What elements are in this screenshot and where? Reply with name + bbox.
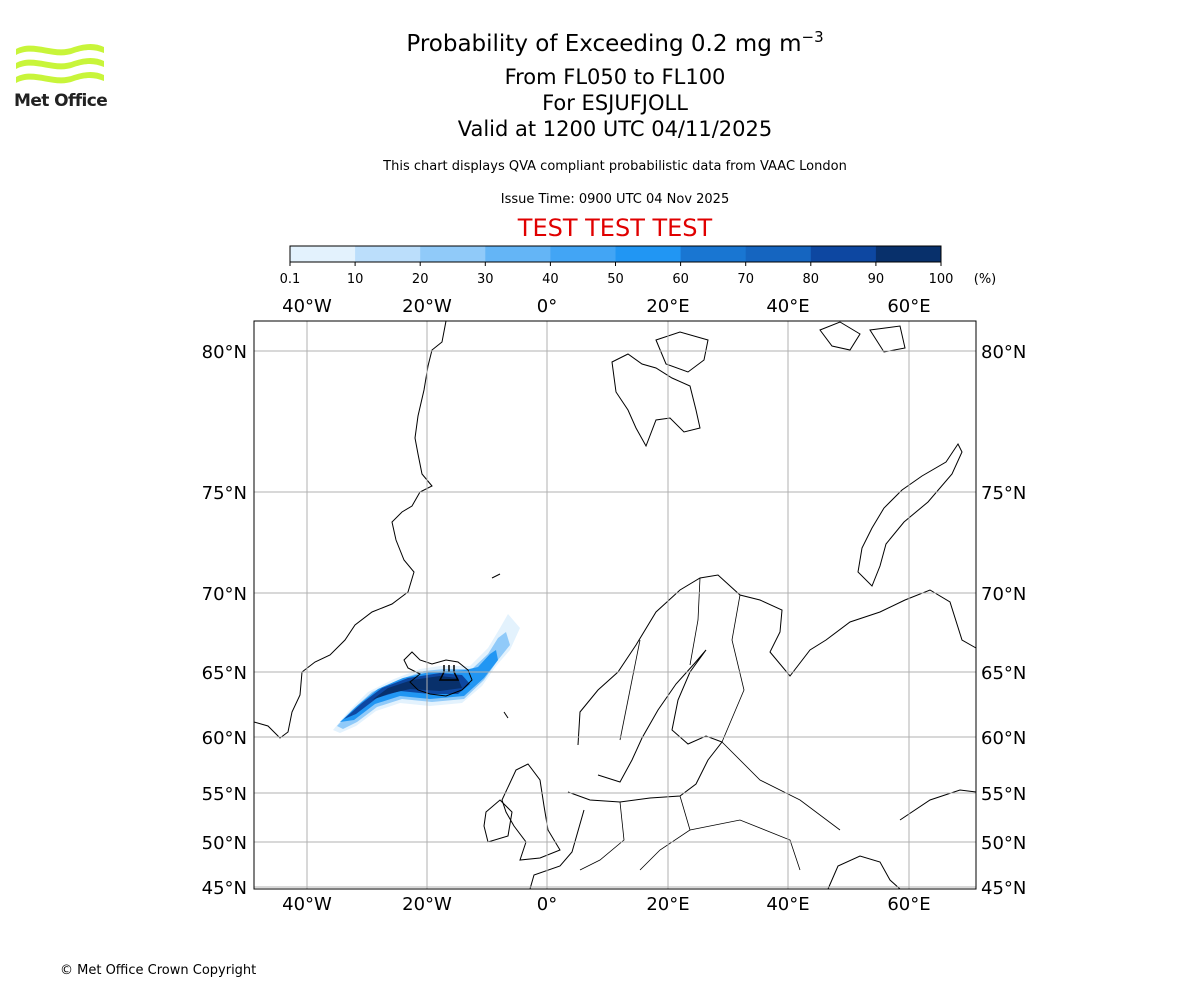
lon-label-top: 0°	[537, 296, 557, 317]
lon-label-top: 60°E	[887, 296, 930, 317]
lat-label-right: 55°N	[981, 784, 1026, 805]
franz-josef-islands	[819, 321, 906, 353]
copyright: © Met Office Crown Copyright	[60, 963, 257, 978]
met-office-logo-text: Met Office	[14, 91, 108, 111]
lon-label-bottom: 40°E	[766, 894, 809, 915]
colorbar-tick-label: 100	[929, 272, 954, 287]
scandinavia-russia-coast	[577, 574, 977, 746]
lat-label-left: 80°N	[202, 342, 247, 363]
volcano-marker-icon	[438, 665, 460, 681]
lon-label-bottom: 20°W	[402, 894, 452, 915]
lat-label-left: 55°N	[202, 784, 247, 805]
colorbar-segment	[615, 246, 682, 262]
country-borders	[579, 577, 841, 871]
colorbar-segment	[290, 246, 356, 262]
uk-coast	[501, 763, 561, 861]
novaya-zemlya-coast	[857, 443, 963, 587]
colorbar-segment	[355, 246, 421, 262]
faroe-islands	[503, 711, 509, 719]
colorbar-tick-label: 30	[477, 272, 494, 287]
colorbar-tick-label: 60	[672, 272, 689, 287]
colorbar-tick-label: 70	[737, 272, 754, 287]
plume-core-max	[372, 676, 462, 700]
volcano-name: For ESJUFJOLL	[542, 91, 688, 115]
test-banner: TEST TEST TEST	[517, 214, 713, 242]
svalbard-coast	[611, 353, 701, 448]
greenland-coast	[253, 320, 447, 739]
lon-label-top: 20°W	[402, 296, 452, 317]
title-superscript: −3	[801, 28, 824, 46]
baltic-coast	[567, 649, 723, 803]
colorbar-unit: (%)	[974, 272, 997, 287]
colorbar-segment	[420, 246, 486, 262]
flight-levels: From FL050 to FL100	[504, 65, 726, 89]
colorbar-segment	[745, 246, 812, 262]
lat-label-left: 45°N	[202, 878, 247, 899]
lon-label-bottom: 40°W	[282, 894, 332, 915]
lat-label-right: 70°N	[981, 584, 1026, 605]
data-note: This chart displays QVA compliant probab…	[383, 159, 847, 174]
lat-label-right: 45°N	[981, 878, 1026, 899]
lat-label-right: 50°N	[981, 833, 1026, 854]
graticule	[254, 321, 976, 889]
title-text: Probability of Exceeding 0.2 mg m	[406, 31, 802, 57]
axis-labels: 40°W 40°W 20°W 20°W 0° 0° 20°E 20°E 40°E 40°E 60°E…	[202, 296, 1027, 915]
colorbar: 0.1 10 20 30 40 50 60 70 80 90 100 (%)	[280, 245, 997, 287]
colorbar-segment	[875, 246, 942, 262]
colorbar-segment	[550, 246, 616, 262]
colorbar-tick-label: 0.1	[280, 272, 301, 287]
svalbard-east	[655, 331, 709, 373]
lat-label-left: 75°N	[202, 483, 247, 504]
lon-label-bottom: 20°E	[646, 894, 689, 915]
lat-label-right: 75°N	[981, 483, 1026, 504]
colorbar-segment	[810, 246, 877, 262]
colorbar-tick-label: 40	[542, 272, 559, 287]
lat-label-left: 50°N	[202, 833, 247, 854]
lon-label-top: 40°E	[766, 296, 809, 317]
lon-label-bottom: 0°	[537, 894, 557, 915]
colorbar-segment	[485, 246, 551, 262]
ireland-coast	[483, 799, 513, 843]
lat-label-right: 60°N	[981, 728, 1026, 749]
lat-label-left: 70°N	[202, 584, 247, 605]
coastlines	[253, 320, 977, 890]
map-frame	[253, 320, 977, 890]
black-sea-coast	[827, 855, 901, 890]
lat-label-right: 65°N	[981, 663, 1026, 684]
jan-mayen	[491, 573, 501, 579]
iceland-coast	[403, 651, 473, 697]
colorbar-tick-label: 90	[868, 272, 885, 287]
met-office-logo-waves	[16, 44, 104, 84]
colorbar-segment	[680, 246, 747, 262]
colorbar-tick-label: 20	[412, 272, 429, 287]
lon-label-top: 40°W	[282, 296, 332, 317]
europe-west-coast	[529, 809, 585, 890]
colorbar-tick-label: 50	[607, 272, 624, 287]
colorbar-tick-label: 10	[347, 272, 364, 287]
colorbar-tick-label: 80	[803, 272, 820, 287]
lon-label-bottom: 60°E	[887, 894, 930, 915]
valid-time: Valid at 1200 UTC 04/11/2025	[457, 117, 773, 141]
lon-label-top: 20°E	[646, 296, 689, 317]
lat-label-right: 80°N	[981, 342, 1026, 363]
lat-label-left: 65°N	[202, 663, 247, 684]
caspian-coast	[899, 789, 977, 821]
lat-label-left: 60°N	[202, 728, 247, 749]
issue-time: Issue Time: 0900 UTC 04 Nov 2025	[500, 192, 730, 207]
chart-title: Probability of Exceeding 0.2 mg m−3	[0, 28, 1200, 57]
